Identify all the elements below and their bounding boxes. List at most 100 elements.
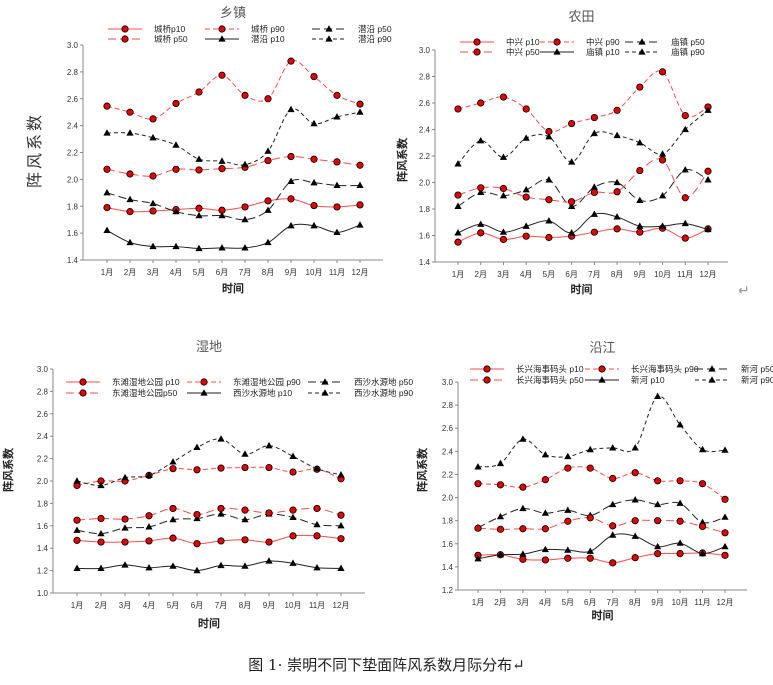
data-point xyxy=(721,529,729,537)
x-axis-label: 时间 xyxy=(198,616,220,630)
data-point xyxy=(721,542,729,550)
data-point xyxy=(97,538,105,546)
data-point xyxy=(454,160,462,167)
legend-marker xyxy=(200,389,208,396)
data-point xyxy=(698,480,707,488)
data-point xyxy=(590,129,598,137)
y-tick-label: 2.0 xyxy=(67,175,79,184)
data-point xyxy=(195,88,203,96)
data-point xyxy=(169,562,177,569)
data-point xyxy=(654,549,662,558)
data-point xyxy=(681,234,689,242)
data-point xyxy=(613,178,621,186)
data-point xyxy=(333,228,341,236)
data-point xyxy=(519,435,527,442)
series-新河-p90 xyxy=(474,392,729,470)
data-point xyxy=(145,523,153,530)
data-point xyxy=(337,535,345,543)
y-tick-label: 1.8 xyxy=(37,499,49,508)
chart-1: 乡镇 1.4 1.6 1.8 2.0 2.2 2.4 2.6 2.8 3.0 1月 2月 3月 4月 5月 6… xyxy=(25,6,392,295)
data-point xyxy=(590,183,598,190)
legend-item: 城桥 p90 xyxy=(205,24,285,34)
data-point xyxy=(474,555,482,562)
data-point xyxy=(681,194,689,202)
series-庙镇-p10 xyxy=(454,210,712,236)
x-tick-label: 2月 xyxy=(475,270,487,279)
data-point xyxy=(145,564,153,571)
data-point xyxy=(73,477,81,484)
chart-title: 乡镇 xyxy=(220,6,246,21)
series-潜沿-p10 xyxy=(103,221,364,252)
y-tick-label: 2.8 xyxy=(37,387,49,396)
legend-marker xyxy=(473,38,481,46)
legend-item: 新河 p50 xyxy=(695,364,773,374)
legend-label: 中兴 p10 xyxy=(506,37,540,47)
data-point xyxy=(704,167,712,175)
x-tick-label: 2月 xyxy=(494,598,506,607)
data-point xyxy=(636,228,644,236)
data-point xyxy=(287,105,295,113)
data-point xyxy=(241,215,249,223)
data-point xyxy=(568,198,576,206)
series-潜沿-p90 xyxy=(103,105,364,168)
data-point xyxy=(568,119,576,128)
legend-item: 城桥p10 xyxy=(108,24,185,34)
data-point xyxy=(477,229,485,237)
legend-item: 西沙水源地 p90 xyxy=(308,388,413,398)
data-point xyxy=(172,165,180,173)
data-point xyxy=(499,93,508,101)
data-point xyxy=(541,451,549,458)
data-point xyxy=(337,564,345,571)
data-point xyxy=(698,522,707,531)
data-point xyxy=(313,564,321,571)
data-point xyxy=(241,91,249,99)
data-point xyxy=(73,526,81,533)
x-axis-label: 时间 xyxy=(571,282,593,296)
data-point xyxy=(169,504,177,513)
data-point xyxy=(195,166,203,174)
x-tick-label: 4月 xyxy=(143,601,155,610)
data-point xyxy=(613,213,621,220)
series-中兴-p10 xyxy=(454,224,712,246)
data-point xyxy=(477,220,485,227)
data-point xyxy=(658,222,667,229)
data-point xyxy=(121,561,129,568)
data-point xyxy=(195,244,203,252)
data-point xyxy=(564,554,572,562)
data-point xyxy=(145,537,153,545)
series-line xyxy=(106,198,361,213)
series-长兴海事码头-p10 xyxy=(474,549,729,567)
series-西沙水源地-p90 xyxy=(73,435,345,489)
legend-marker xyxy=(708,376,716,383)
series-中兴-p50 xyxy=(454,156,712,206)
y-tick-label: 1.2 xyxy=(37,567,49,576)
x-tick-label: 1月 xyxy=(101,268,113,277)
data-point xyxy=(333,181,341,189)
series-line xyxy=(477,466,726,500)
data-point xyxy=(172,242,180,250)
data-point xyxy=(149,199,157,207)
legend-label: 城桥 p90 xyxy=(251,24,285,34)
y-tick-label: 1.6 xyxy=(419,232,431,241)
legend-label: 长兴海事码头 p50 xyxy=(516,375,584,385)
data-point xyxy=(218,157,226,164)
data-point xyxy=(454,202,462,209)
legend-marker xyxy=(325,35,333,42)
data-point xyxy=(568,158,576,165)
data-point xyxy=(676,549,684,558)
data-point xyxy=(654,477,662,485)
data-point xyxy=(564,546,572,553)
series-line xyxy=(76,466,342,486)
data-point xyxy=(97,564,105,571)
data-point xyxy=(241,515,249,523)
legend-marker xyxy=(79,389,87,397)
legend-item: 东滩湿地公园 p90 xyxy=(187,377,301,387)
data-point xyxy=(631,469,639,477)
y-axis-label: 阵风系数 xyxy=(1,447,15,492)
data-point xyxy=(613,131,621,139)
legend-item: 潜沿 p10 xyxy=(205,34,285,44)
data-point xyxy=(172,207,180,215)
x-tick-label: 5月 xyxy=(543,270,555,279)
series-城桥-p50 xyxy=(103,152,364,180)
